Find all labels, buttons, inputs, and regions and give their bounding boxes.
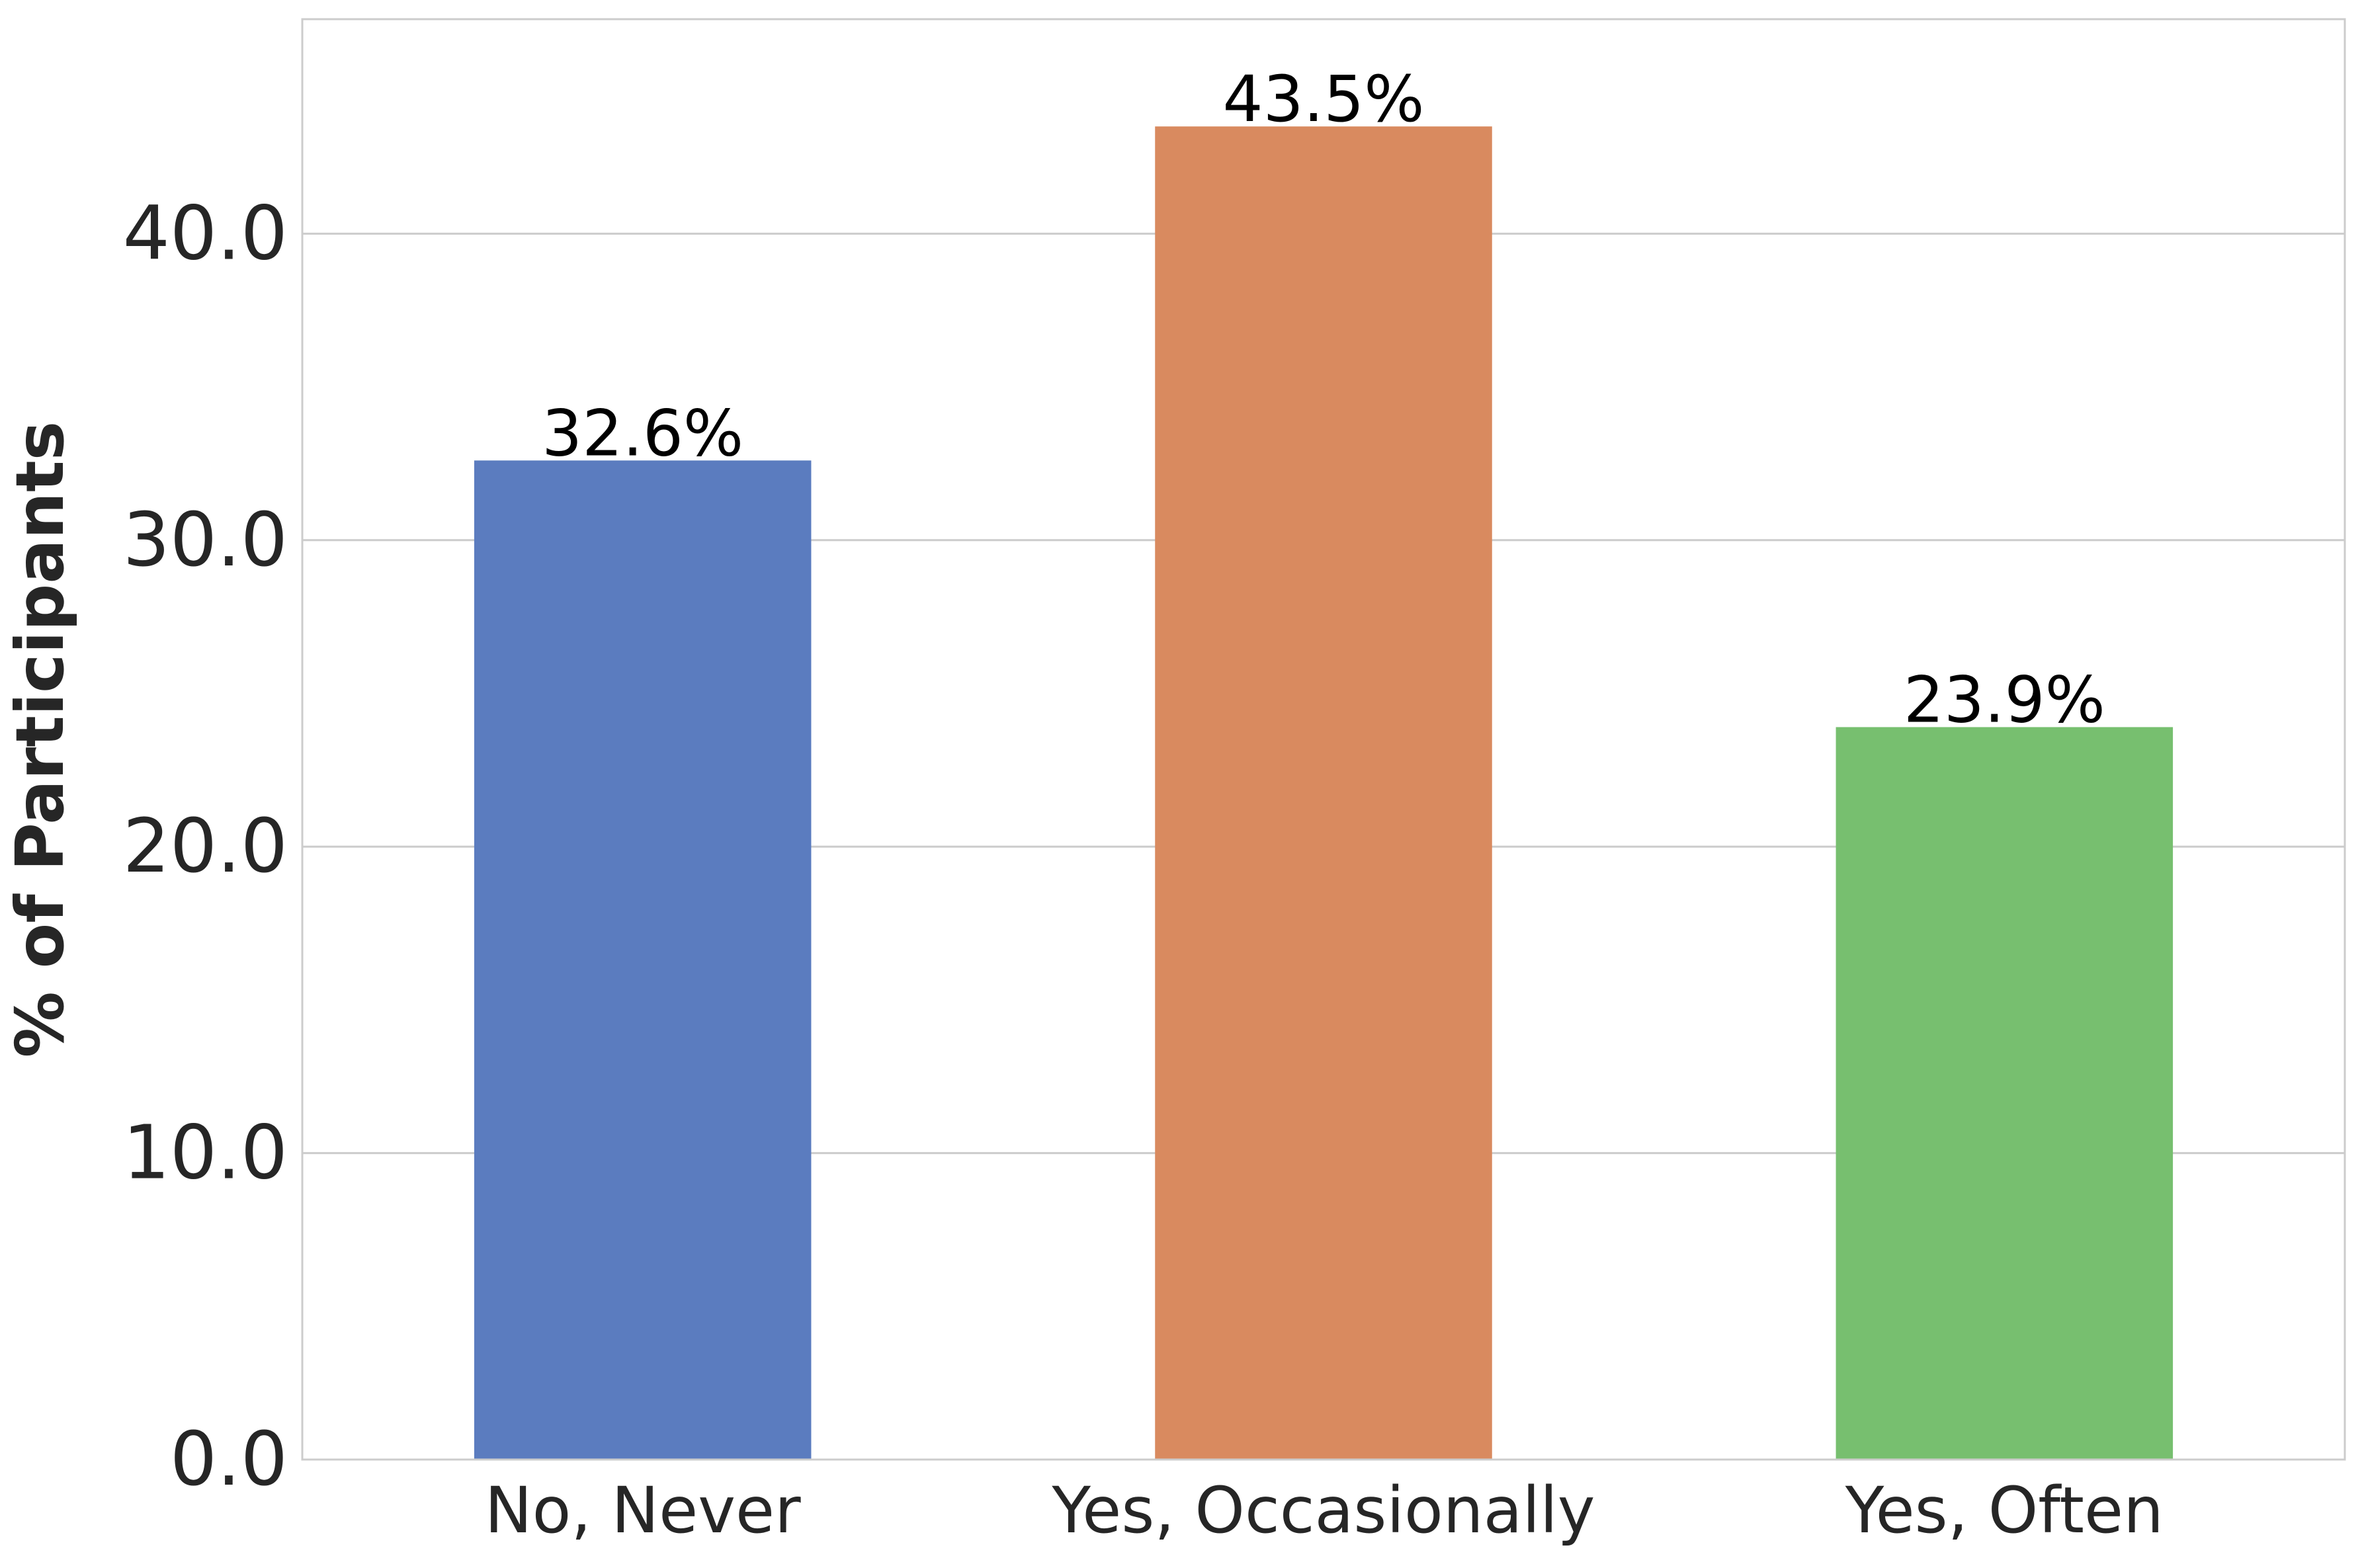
bar-1: [474, 460, 812, 1460]
bar-3: [1836, 727, 2174, 1460]
y-tick-label: 30.0: [123, 497, 288, 583]
x-tick-label: Yes, Often: [1845, 1473, 2164, 1547]
plot-frame: [301, 18, 2346, 1461]
y-tick-label: 40.0: [123, 190, 288, 276]
y-tick-label: 10.0: [123, 1110, 288, 1196]
y-axis-ticks: 0.0 10.0 20.0 30.0 40.0: [123, 190, 288, 1503]
bar-value-label: 43.5%: [1223, 62, 1425, 136]
bar-value-label: 23.9%: [1904, 663, 2105, 737]
y-axis-title: % of Participants: [1, 421, 79, 1058]
bar-2: [1155, 126, 1492, 1460]
bar-value-label: 32.6%: [542, 396, 743, 470]
x-axis-ticks: No, Never Yes, Occasionally Yes, Often: [485, 1473, 2164, 1547]
data-labels: 32.6% 43.5% 23.9%: [542, 62, 2105, 737]
y-tick-label: 0.0: [170, 1417, 288, 1503]
bars: [474, 126, 2174, 1460]
y-tick-label: 20.0: [123, 804, 288, 889]
x-tick-label: No, Never: [485, 1473, 801, 1547]
x-tick-label: Yes, Occasionally: [1051, 1473, 1595, 1547]
